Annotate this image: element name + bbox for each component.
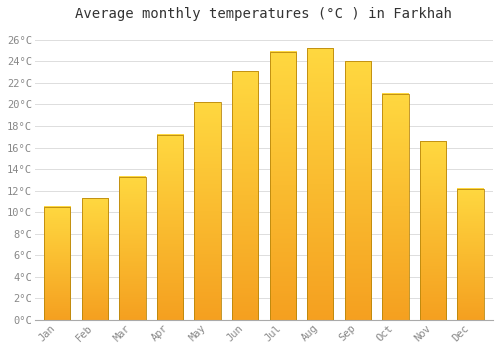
- Bar: [344, 61, 371, 320]
- Bar: [232, 71, 258, 320]
- Title: Average monthly temperatures (°C ) in Farkhah: Average monthly temperatures (°C ) in Fa…: [76, 7, 452, 21]
- Bar: [382, 94, 408, 320]
- Bar: [194, 102, 220, 320]
- Bar: [420, 141, 446, 320]
- Bar: [157, 135, 183, 320]
- Bar: [44, 207, 70, 320]
- Bar: [82, 198, 108, 320]
- Bar: [270, 52, 296, 320]
- Bar: [307, 48, 334, 320]
- Bar: [120, 177, 146, 320]
- Bar: [458, 189, 483, 320]
